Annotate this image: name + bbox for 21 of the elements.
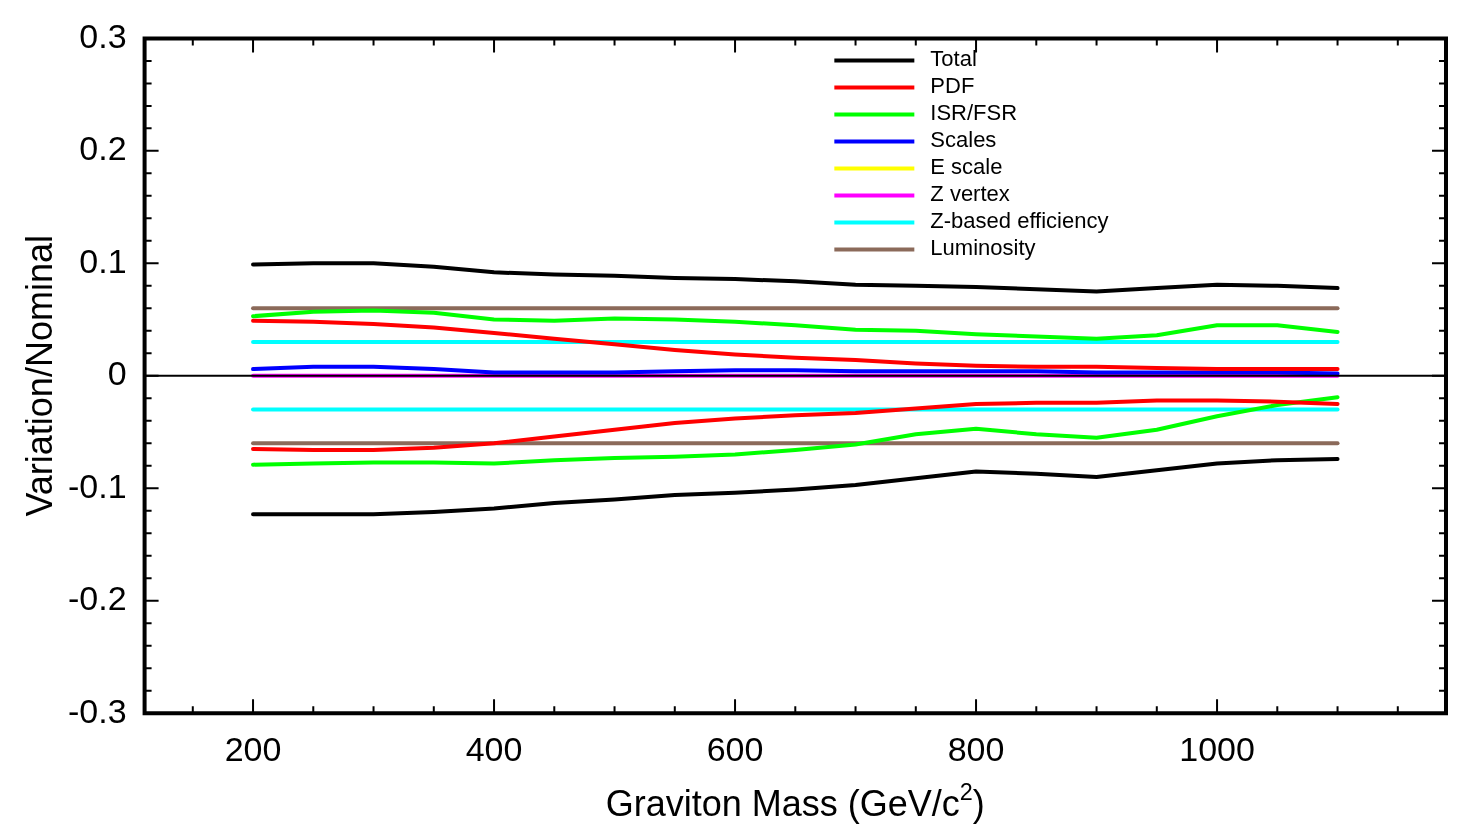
y-tick-label: 0.3 [79,16,127,55]
x-tick-label: 1000 [1179,729,1255,768]
legend-label: ISR/FSR [930,100,1018,126]
x-tick-label: 200 [224,729,282,768]
x-tick-label: 800 [947,729,1005,768]
legend-label: Z vertex [930,181,1010,207]
legend-label: Z-based efficiency [930,208,1109,234]
legend-label: Scales [930,127,997,153]
y-tick-label: 0.1 [79,241,127,280]
y-axis-title: Variation/Nominal [18,235,60,517]
legend-label: PDF [930,73,975,99]
y-tick-label: 0.2 [79,129,127,168]
y-tick-label: -0.2 [67,579,127,618]
x-tick-label: 600 [706,729,764,768]
legend-label: Luminosity [930,235,1036,261]
y-tick-label: -0.3 [67,691,127,730]
x-tick-label: 400 [465,729,523,768]
legend-label: E scale [930,154,1003,180]
y-tick-label: 0 [107,354,127,393]
y-tick-label: -0.1 [67,466,127,505]
legend-label: Total [930,46,977,72]
